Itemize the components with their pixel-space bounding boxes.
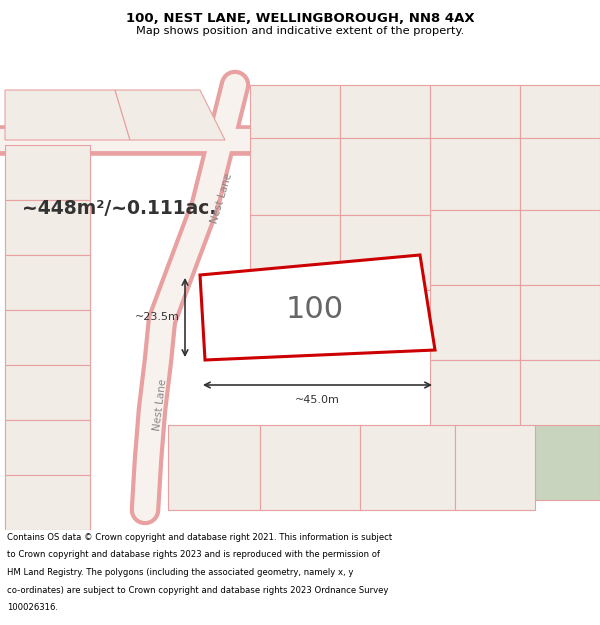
- Polygon shape: [520, 360, 600, 430]
- Polygon shape: [520, 138, 600, 210]
- Polygon shape: [250, 85, 340, 138]
- Polygon shape: [5, 255, 90, 310]
- Polygon shape: [5, 145, 90, 200]
- Polygon shape: [340, 215, 430, 290]
- Polygon shape: [430, 210, 520, 285]
- Polygon shape: [430, 360, 520, 430]
- Text: ~45.0m: ~45.0m: [295, 395, 340, 405]
- Polygon shape: [250, 215, 340, 290]
- Polygon shape: [430, 85, 520, 138]
- Polygon shape: [200, 255, 435, 360]
- Polygon shape: [260, 425, 360, 510]
- Polygon shape: [340, 138, 430, 215]
- Text: co-ordinates) are subject to Crown copyright and database rights 2023 Ordnance S: co-ordinates) are subject to Crown copyr…: [7, 586, 389, 594]
- Polygon shape: [168, 425, 260, 510]
- Polygon shape: [5, 475, 90, 530]
- Polygon shape: [430, 138, 520, 210]
- Polygon shape: [430, 285, 520, 360]
- Polygon shape: [250, 138, 340, 215]
- Polygon shape: [340, 85, 430, 138]
- Polygon shape: [115, 90, 225, 140]
- Text: Map shows position and indicative extent of the property.: Map shows position and indicative extent…: [136, 26, 464, 36]
- Polygon shape: [360, 425, 455, 510]
- Text: Contains OS data © Crown copyright and database right 2021. This information is : Contains OS data © Crown copyright and d…: [7, 533, 392, 542]
- Text: HM Land Registry. The polygons (including the associated geometry, namely x, y: HM Land Registry. The polygons (includin…: [7, 568, 353, 577]
- Text: 100026316.: 100026316.: [7, 603, 58, 612]
- Text: to Crown copyright and database rights 2023 and is reproduced with the permissio: to Crown copyright and database rights 2…: [7, 551, 380, 559]
- Polygon shape: [520, 285, 600, 360]
- Polygon shape: [5, 90, 130, 140]
- Polygon shape: [5, 200, 90, 255]
- Text: Nest Lane: Nest Lane: [209, 172, 235, 224]
- Text: Nest Lane: Nest Lane: [152, 379, 168, 431]
- Polygon shape: [5, 310, 90, 365]
- Polygon shape: [530, 425, 600, 500]
- Polygon shape: [455, 425, 535, 510]
- Polygon shape: [5, 365, 90, 420]
- Text: ~23.5m: ~23.5m: [135, 312, 180, 322]
- Polygon shape: [5, 420, 90, 475]
- Text: ~448m²/~0.111ac.: ~448m²/~0.111ac.: [22, 199, 217, 217]
- Text: 100: 100: [286, 296, 344, 324]
- Polygon shape: [520, 85, 600, 138]
- Polygon shape: [520, 210, 600, 285]
- Text: 100, NEST LANE, WELLINGBOROUGH, NN8 4AX: 100, NEST LANE, WELLINGBOROUGH, NN8 4AX: [125, 12, 475, 26]
